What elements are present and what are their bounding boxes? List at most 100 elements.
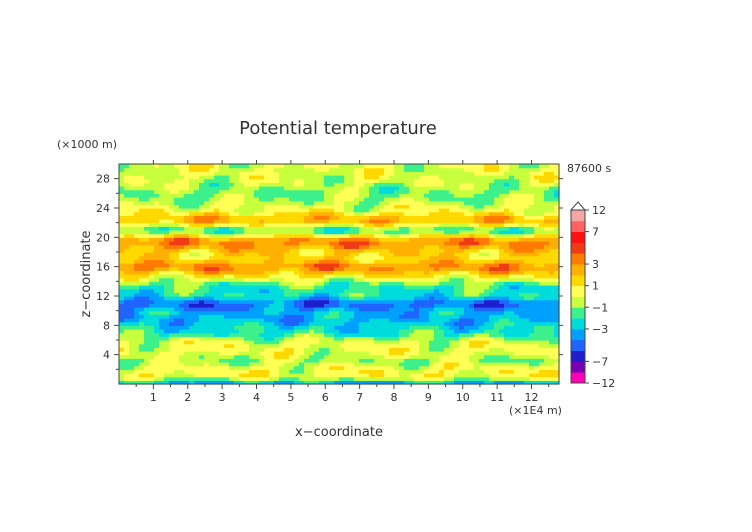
heatmap-cell xyxy=(179,263,185,268)
heatmap-cell xyxy=(324,241,330,246)
heatmap-cell xyxy=(354,343,360,348)
heatmap-cell xyxy=(189,347,195,352)
heatmap-cell xyxy=(204,281,210,286)
heatmap-cell xyxy=(524,376,530,381)
heatmap-cell xyxy=(459,274,465,279)
heatmap-cell xyxy=(309,288,315,293)
heatmap-cell xyxy=(519,222,525,227)
heatmap-cell xyxy=(184,211,190,216)
heatmap-cell xyxy=(334,164,340,169)
heatmap-cell xyxy=(464,233,470,238)
heatmap-cell xyxy=(344,233,350,238)
heatmap-cell xyxy=(319,336,325,341)
heatmap-cell xyxy=(269,241,275,246)
heatmap-cell xyxy=(354,211,360,216)
heatmap-cell xyxy=(534,373,540,378)
heatmap-cell xyxy=(364,329,370,334)
heatmap-cell xyxy=(269,222,275,227)
heatmap-cell xyxy=(499,241,505,246)
heatmap-cell xyxy=(509,248,515,253)
heatmap-cell xyxy=(414,197,420,202)
heatmap-cell xyxy=(474,219,480,224)
heatmap-cell xyxy=(299,321,305,326)
heatmap-cell xyxy=(524,270,530,275)
heatmap-cell xyxy=(299,274,305,279)
heatmap-cell xyxy=(219,288,225,293)
heatmap-cell xyxy=(274,219,280,224)
heatmap-cell xyxy=(119,208,125,213)
heatmap-cell xyxy=(519,219,525,224)
heatmap-cell xyxy=(369,321,375,326)
heatmap-cell xyxy=(374,340,380,345)
heatmap-cell xyxy=(409,259,415,264)
heatmap-cell xyxy=(194,189,200,194)
heatmap-cell xyxy=(434,237,440,242)
heatmap-cell xyxy=(279,303,285,308)
heatmap-cell xyxy=(234,266,240,271)
heatmap-cell xyxy=(369,380,375,385)
heatmap-cell xyxy=(434,307,440,312)
heatmap-cell xyxy=(189,263,195,268)
heatmap-cell xyxy=(529,219,535,224)
heatmap-cell xyxy=(489,314,495,319)
heatmap-cell xyxy=(479,244,485,249)
heatmap-cell xyxy=(449,332,455,337)
heatmap-cell xyxy=(509,288,515,293)
heatmap-cell xyxy=(239,329,245,334)
heatmap-cell xyxy=(329,362,335,367)
heatmap-cell xyxy=(229,263,235,268)
heatmap-cell xyxy=(254,266,260,271)
heatmap-cell xyxy=(144,178,150,183)
heatmap-cell xyxy=(529,244,535,249)
heatmap-cell xyxy=(369,189,375,194)
heatmap-cell xyxy=(149,237,155,242)
heatmap-cell xyxy=(354,314,360,319)
heatmap-cell xyxy=(374,178,380,183)
heatmap-cell xyxy=(144,354,150,359)
heatmap-cell xyxy=(319,167,325,172)
heatmap-cell xyxy=(274,365,280,370)
heatmap-cell xyxy=(439,285,445,290)
heatmap-cell xyxy=(509,182,515,187)
heatmap-cell xyxy=(129,376,135,381)
heatmap-cell xyxy=(519,340,525,345)
heatmap-cell xyxy=(239,189,245,194)
heatmap-cell xyxy=(469,230,475,235)
heatmap-cell xyxy=(159,362,165,367)
heatmap-cell xyxy=(309,369,315,374)
heatmap-cell xyxy=(369,204,375,209)
heatmap-cell xyxy=(154,263,160,268)
heatmap-cell xyxy=(149,296,155,301)
heatmap-cell xyxy=(469,270,475,275)
heatmap-cell xyxy=(359,222,365,227)
heatmap-cell xyxy=(439,259,445,264)
heatmap-cell xyxy=(244,255,250,260)
heatmap-cell xyxy=(259,186,265,191)
heatmap-cell xyxy=(194,325,200,330)
heatmap-cell xyxy=(369,230,375,235)
heatmap-cell xyxy=(294,296,300,301)
heatmap-cell xyxy=(134,281,140,286)
heatmap-cell xyxy=(529,208,535,213)
heatmap-cell xyxy=(139,321,145,326)
heatmap-cell xyxy=(414,336,420,341)
heatmap-cell xyxy=(149,380,155,385)
heatmap-cell xyxy=(164,373,170,378)
heatmap-cell xyxy=(429,347,435,352)
heatmap-cell xyxy=(254,329,260,334)
heatmap-cell xyxy=(279,255,285,260)
heatmap-cell xyxy=(144,369,150,374)
heatmap-cell xyxy=(174,270,180,275)
heatmap-cell xyxy=(299,362,305,367)
heatmap-cell xyxy=(279,325,285,330)
heatmap-cell xyxy=(464,310,470,315)
heatmap-cell xyxy=(209,376,215,381)
heatmap-cell xyxy=(194,178,200,183)
heatmap-cell xyxy=(404,373,410,378)
heatmap-cell xyxy=(259,329,265,334)
heatmap-cell xyxy=(259,193,265,198)
heatmap-cell xyxy=(214,343,220,348)
heatmap-cell xyxy=(334,303,340,308)
heatmap-cell xyxy=(174,303,180,308)
heatmap-cell xyxy=(244,314,250,319)
